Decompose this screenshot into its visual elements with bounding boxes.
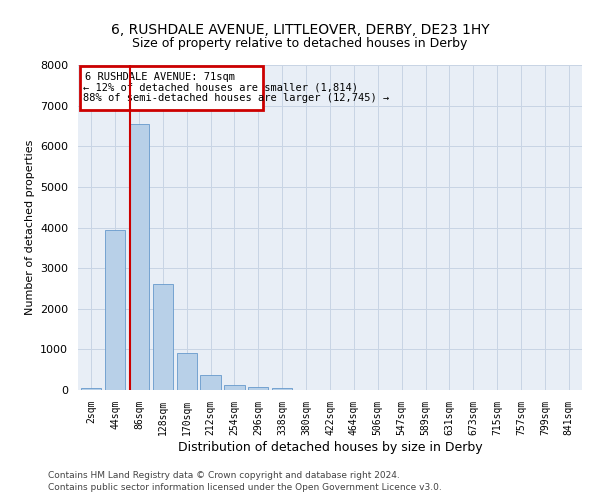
Text: 6 RUSHDALE AVENUE: 71sqm: 6 RUSHDALE AVENUE: 71sqm	[85, 72, 235, 82]
Bar	[248, 387, 268, 390]
Bar	[272, 388, 292, 390]
Text: 88% of semi-detached houses are larger (12,745) →: 88% of semi-detached houses are larger (…	[83, 94, 389, 104]
Bar	[176, 354, 197, 390]
X-axis label: Distribution of detached houses by size in Derby: Distribution of detached houses by size …	[178, 440, 482, 454]
Bar	[200, 374, 221, 390]
Bar	[129, 124, 149, 390]
Text: 6, RUSHDALE AVENUE, LITTLEOVER, DERBY, DE23 1HY: 6, RUSHDALE AVENUE, LITTLEOVER, DERBY, D…	[110, 22, 490, 36]
Bar	[105, 230, 125, 390]
Bar	[152, 284, 173, 390]
Y-axis label: Number of detached properties: Number of detached properties	[25, 140, 35, 315]
Text: Contains public sector information licensed under the Open Government Licence v3: Contains public sector information licen…	[48, 484, 442, 492]
FancyBboxPatch shape	[80, 66, 263, 110]
Bar	[81, 388, 101, 390]
Text: Contains HM Land Registry data © Crown copyright and database right 2024.: Contains HM Land Registry data © Crown c…	[48, 471, 400, 480]
Bar	[224, 384, 245, 390]
Text: Size of property relative to detached houses in Derby: Size of property relative to detached ho…	[133, 38, 467, 51]
Text: ← 12% of detached houses are smaller (1,814): ← 12% of detached houses are smaller (1,…	[83, 83, 358, 93]
